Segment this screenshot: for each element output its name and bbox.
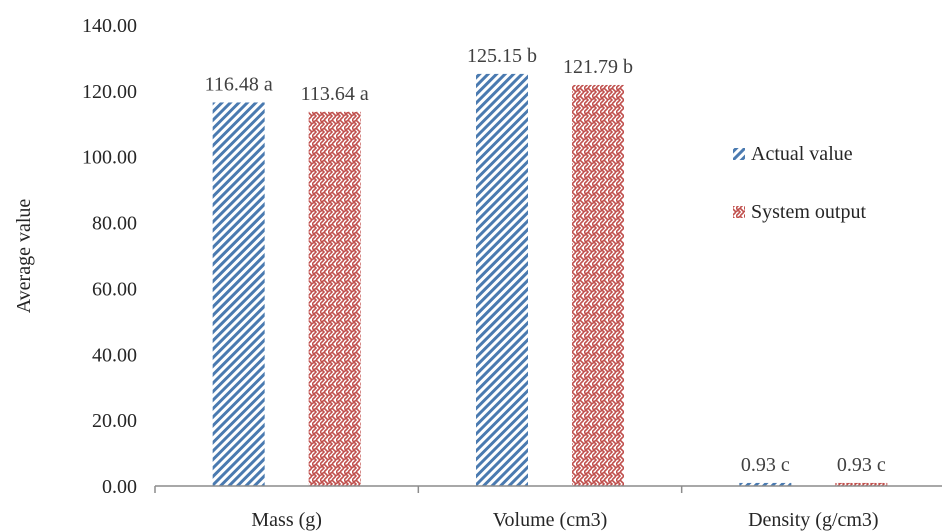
data-label: 0.93 c [837, 454, 886, 476]
legend-label: Actual value [751, 143, 853, 165]
category-label: Mass (g) [251, 509, 322, 531]
category-label: Volume (cm3) [493, 509, 608, 531]
y-tick-label: 40.00 [92, 344, 137, 366]
data-label: 121.79 b [563, 56, 633, 78]
y-tick-label: 120.00 [82, 81, 137, 103]
category-label: Density (g/cm3) [748, 509, 879, 531]
bar [476, 73, 528, 486]
data-label: 113.64 a [301, 83, 369, 105]
x-axis [154, 485, 942, 493]
data-label: 116.48 a [205, 73, 273, 95]
data-labels: 116.48 a 113.64 a 125.15 b 121.79 b 0.93 c 0.… [205, 45, 886, 476]
y-tick-label: 80.00 [92, 213, 137, 235]
bar [212, 102, 265, 486]
bar [572, 84, 624, 487]
data-label: 125.15 b [467, 45, 537, 67]
bar [308, 111, 361, 486]
bars [212, 73, 888, 487]
legend-swatch [733, 148, 745, 160]
y-tick-label: 140.00 [82, 15, 137, 37]
y-axis-title: Average value [13, 199, 35, 314]
y-tick-label: 20.00 [92, 410, 137, 432]
legend-label: System output [751, 201, 866, 223]
y-axis-ticks: 0.00 20.00 40.00 60.00 80.00 100.00 120.00 140.… [82, 15, 137, 498]
category-labels: Mass (g) Volume (cm3) Density (g/cm3) [251, 509, 878, 531]
bar [835, 482, 888, 486]
y-tick-label: 60.00 [92, 278, 137, 300]
data-label: 0.93 c [741, 454, 790, 476]
bar [739, 482, 792, 486]
legend: Actual value System output [733, 143, 866, 223]
legend-swatch [733, 206, 745, 218]
y-tick-label: 100.00 [82, 147, 137, 169]
y-tick-label: 0.00 [102, 476, 137, 498]
